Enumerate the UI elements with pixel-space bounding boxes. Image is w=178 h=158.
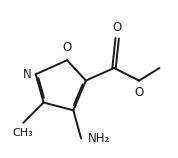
Text: O: O <box>135 86 144 99</box>
Text: O: O <box>112 21 122 34</box>
Text: NH₂: NH₂ <box>87 132 110 145</box>
Text: O: O <box>62 41 72 54</box>
Text: N: N <box>23 68 32 81</box>
Text: CH₃: CH₃ <box>13 128 34 138</box>
